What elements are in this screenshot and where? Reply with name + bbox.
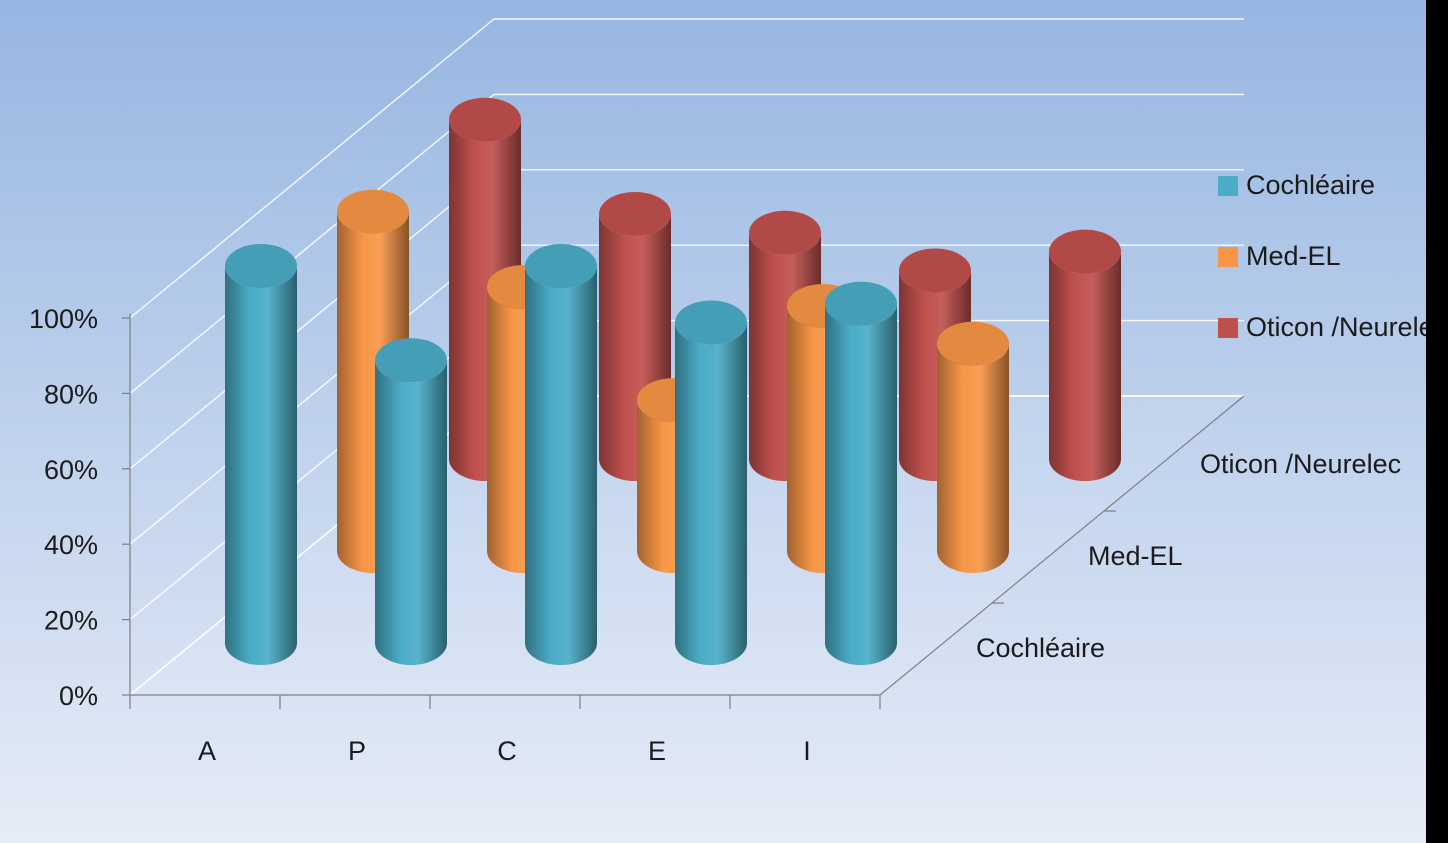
y-tick-label: 0% [59,681,98,711]
legend-item-med-el: Med-EL [1218,221,1428,292]
gridline-side [129,93,495,394]
depth-axis-line [879,395,1245,696]
bar-med-el-i [937,321,1009,573]
legend-item-oticon: Oticon /Neurelec [1218,292,1428,363]
bar-cochleaire-p [375,338,447,665]
x-tick-label: A [198,736,216,766]
bar-oticon-neurelec-i [1049,229,1121,481]
bar-top [337,189,409,234]
bar-top [825,281,897,326]
bar-body [675,322,747,665]
bar-cochleaire-c [525,244,597,665]
bar-top [675,300,747,345]
depth-label: Med-EL [1088,541,1183,571]
y-tick-label: 60% [44,455,98,485]
gridline-side [129,244,495,545]
legend-swatch-med-el [1218,246,1238,267]
bar-body [375,360,447,665]
bar-cochleaire-e [675,300,747,665]
bar-top [525,244,597,288]
x-tick-label: C [497,736,517,766]
series-cochleaire [225,244,897,665]
bar-cochleaire-i [825,281,897,665]
y-tick-label: 80% [44,379,98,409]
right-border [1426,0,1448,843]
x-tick-label: P [348,736,366,766]
legend-label-med-el: Med-EL [1246,241,1341,271]
legend-label-oticon: Oticon /Neurelec [1246,312,1428,342]
bar-top [749,210,821,255]
bar-top [449,97,521,142]
legend-swatch-oticon [1218,317,1238,338]
axes: 0% 20% 40% 60% 80% 100% A P C E I Cochléaire Med-EL O… [29,304,1401,766]
bar-cochleaire-a [225,244,297,665]
bar-top [599,191,671,236]
x-tick-label: I [803,736,811,766]
x-tick-label: E [648,736,666,766]
depth-label: Oticon /Neurelec [1200,449,1401,479]
gridline-side [129,169,495,470]
bar-body [937,343,1009,573]
y-tick-label: 20% [44,606,98,636]
bar-top [1049,229,1121,274]
bar-top [899,248,971,293]
depth-label: Cochléaire [976,633,1105,663]
bar-top [225,244,297,288]
legend-item-cochleaire: Cochléaire [1218,150,1428,221]
y-tick-label: 40% [44,530,98,560]
legend-swatch-cochleaire [1218,175,1238,196]
y-tick-label: 100% [29,304,98,334]
bar-top [937,321,1009,366]
bar-body [225,266,297,665]
legend: Cochléaire Med-EL Oticon /Neurelec [1218,150,1428,363]
bar-body [525,266,597,665]
gridline-side [129,18,495,319]
bar-body [825,303,897,665]
bar-body [1049,251,1121,481]
bar-top [375,338,447,383]
legend-label-cochleaire: Cochléaire [1246,170,1376,200]
